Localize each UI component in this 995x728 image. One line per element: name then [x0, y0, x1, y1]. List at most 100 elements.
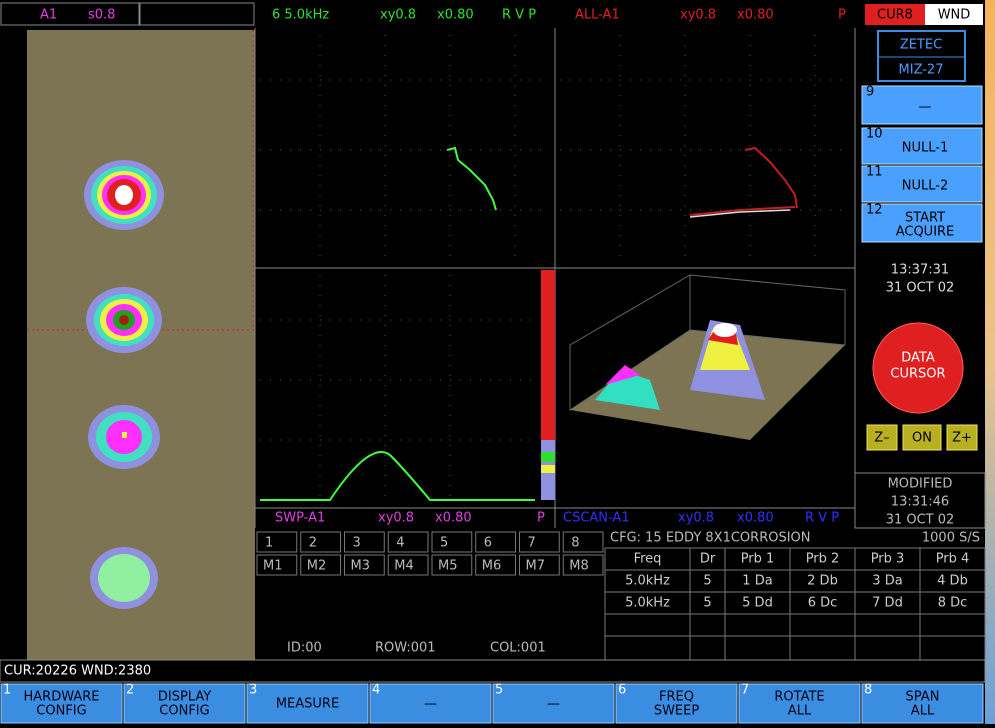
side-button-number: 9 — [866, 85, 874, 100]
table-header: Dr — [700, 552, 716, 567]
function-key-label: HARDWARE — [24, 690, 100, 705]
channel-cell[interactable] — [519, 531, 560, 553]
mix-flags: P — [838, 8, 846, 23]
channel-number: 7 — [528, 536, 536, 551]
function-key[interactable] — [123, 683, 246, 724]
function-key[interactable] — [492, 683, 615, 724]
top-cell — [139, 2, 255, 26]
zoom-label: ON — [912, 431, 932, 446]
function-key[interactable] — [615, 683, 738, 724]
channel-number: 1 — [265, 536, 273, 551]
channel-cell[interactable] — [475, 531, 516, 553]
mix-number: M6 — [482, 559, 502, 574]
mix-number: M7 — [526, 559, 546, 574]
zoom-button[interactable] — [866, 424, 898, 451]
position-col: COL:001 — [490, 641, 546, 656]
channel-number: 3 — [353, 536, 361, 551]
level-bar — [541, 452, 555, 462]
function-key-label: ROTATE — [774, 690, 824, 705]
function-key-label: CONFIG — [159, 704, 209, 719]
side-button[interactable] — [861, 85, 983, 125]
zoom-label: Z– — [874, 431, 889, 446]
lissajous-trace — [446, 146, 497, 211]
function-key-label: SWEEP — [654, 704, 700, 719]
cscan-xy: xy0.8 — [678, 511, 714, 526]
position-id: ID:00 — [287, 641, 322, 656]
config-rate: 1000 S/S — [922, 531, 980, 546]
data-cursor-label: CURSOR — [890, 367, 945, 382]
mix-trace — [689, 209, 791, 218]
channel-number: 6 — [484, 536, 492, 551]
table-header: Freq — [634, 552, 662, 567]
side-button[interactable] — [861, 127, 983, 165]
modified-time: 13:31:46 — [891, 495, 949, 510]
function-key-number: 7 — [741, 683, 749, 698]
mix-cell[interactable] — [300, 554, 341, 576]
function-key[interactable] — [246, 683, 369, 724]
function-key-label: FREQ — [659, 690, 694, 705]
top-cell — [0, 2, 140, 26]
function-key[interactable] — [0, 683, 123, 724]
channel-number: 8 — [571, 536, 579, 551]
function-key-number: 3 — [249, 683, 257, 698]
channel-cell[interactable] — [387, 531, 429, 553]
mix-cell[interactable] — [562, 554, 604, 576]
mix-cell[interactable] — [256, 554, 298, 576]
side-button-label: NULL-2 — [902, 179, 948, 194]
status: CUR:20226 WND:2380 — [4, 664, 151, 679]
function-key-number: 8 — [864, 683, 872, 698]
window: WND — [938, 8, 971, 23]
table-cell: 5 — [703, 574, 711, 589]
table-header: Prb 3 — [871, 552, 905, 567]
function-key-number: 1 — [3, 683, 11, 698]
brand: ZETEC — [900, 38, 942, 53]
channel-cell[interactable] — [256, 531, 298, 553]
channel-cell[interactable] — [562, 531, 604, 553]
table-header: Prb 4 — [936, 552, 970, 567]
cscan-3d — [569, 274, 846, 440]
function-key-number: 2 — [126, 683, 134, 698]
clock-date: 31 OCT 02 — [886, 281, 955, 296]
side-button-label: — — [919, 100, 932, 115]
mix-cell[interactable] — [431, 554, 473, 576]
channel-cell[interactable] — [300, 531, 341, 553]
function-key[interactable] — [369, 683, 492, 724]
table-cell: 5 — [703, 596, 711, 611]
modified-label: MODIFIED — [888, 477, 953, 492]
mix-number: M2 — [307, 559, 327, 574]
status-bar — [0, 659, 986, 683]
function-key[interactable] — [738, 683, 861, 724]
liss-flags: R V P — [502, 8, 536, 23]
liss-xy: xy0.8 — [380, 8, 416, 23]
liss-x: x0.80 — [437, 8, 474, 23]
sweep-xy: xy0.8 — [378, 511, 414, 526]
table-cell: 5.0kHz — [625, 596, 670, 611]
function-key-label: ALL — [788, 704, 812, 719]
channel-cell[interactable] — [344, 531, 385, 553]
brand-model: MIZ-27 — [899, 63, 944, 78]
mix-number: M5 — [438, 559, 458, 574]
channel: A1 — [40, 8, 57, 23]
mix-cell[interactable] — [519, 554, 560, 576]
brand-box — [877, 30, 966, 82]
zoom-button[interactable] — [902, 424, 942, 451]
mix-cell[interactable] — [387, 554, 429, 576]
function-key[interactable] — [861, 683, 984, 724]
zoom-button[interactable] — [946, 424, 978, 451]
cursor: CUR8 — [877, 8, 913, 23]
side-button-label: START — [905, 211, 945, 226]
data-cursor-button[interactable] — [872, 322, 964, 414]
function-key-label: SPAN — [906, 690, 940, 705]
channel-cell[interactable] — [431, 531, 473, 553]
mix-cell[interactable] — [344, 554, 385, 576]
window-edge — [985, 0, 995, 724]
mix-cell[interactable] — [475, 554, 516, 576]
side-button[interactable] — [861, 203, 983, 243]
cscan-name: CSCAN-A1 — [563, 511, 630, 526]
liss-label: 6 5.0kHz — [272, 8, 329, 23]
defect-blobs — [84, 160, 164, 609]
table-header: Prb 2 — [806, 552, 840, 567]
side-button[interactable] — [861, 165, 983, 203]
mix-number: M8 — [569, 559, 589, 574]
